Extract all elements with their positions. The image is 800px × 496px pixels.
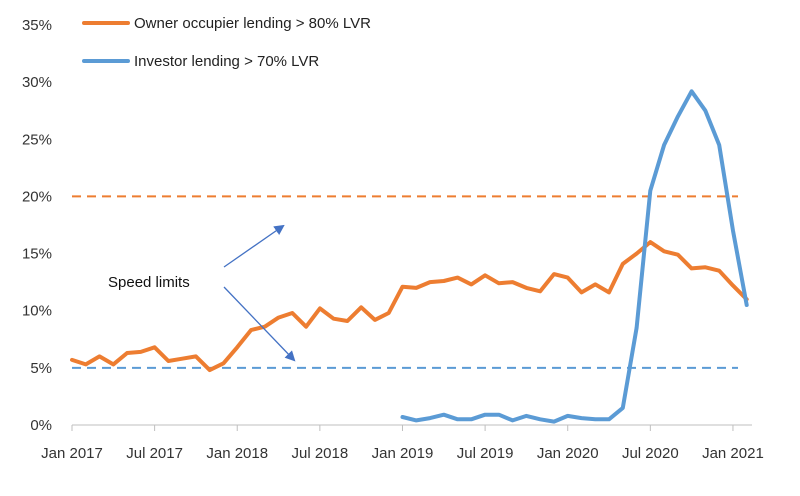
series-line [400,89,749,424]
axes-layer: 0% 5% 10% 15% 20% 25% 30% 35% Jan 2017 Jul 2017 Ja… [22,17,764,462]
y-tick-label: 20% [22,188,52,205]
y-tick-label: 25% [22,131,52,148]
series-lines-layer [70,89,749,424]
x-tick-label: Jul 2017 [126,445,183,462]
x-tick-label: Jul 2020 [622,445,679,462]
speed-limit-arrow-up [223,224,285,268]
y-tick-label: 5% [30,360,52,377]
y-tick-label: 0% [30,417,52,434]
y-tick-label: 10% [22,303,52,320]
reference-lines-layer [72,195,738,369]
speed-limits-label: Speed limits [108,274,190,291]
y-tick-label: 15% [22,246,52,263]
series-line [70,240,749,373]
legend-label: Investor lending > 70% LVR [134,53,319,70]
annotation-layer: Speed limits [108,224,296,362]
x-tick-label: Jan 2019 [372,445,434,462]
x-tick-label: Jan 2017 [41,445,103,462]
x-tick-label: Jan 2021 [702,445,764,462]
speed-limit-arrow-down [223,286,296,362]
y-tick-label: 35% [22,17,52,34]
y-tick-label: 30% [22,74,52,91]
x-tick-label: Jan 2020 [537,445,599,462]
x-tick-label: Jul 2019 [457,445,514,462]
legend: Owner occupier lending > 80% LVR Investor… [82,15,371,70]
x-tick-label: Jan 2018 [206,445,268,462]
x-tick-label: Jul 2018 [292,445,349,462]
legend-label: Owner occupier lending > 80% LVR [134,15,371,32]
